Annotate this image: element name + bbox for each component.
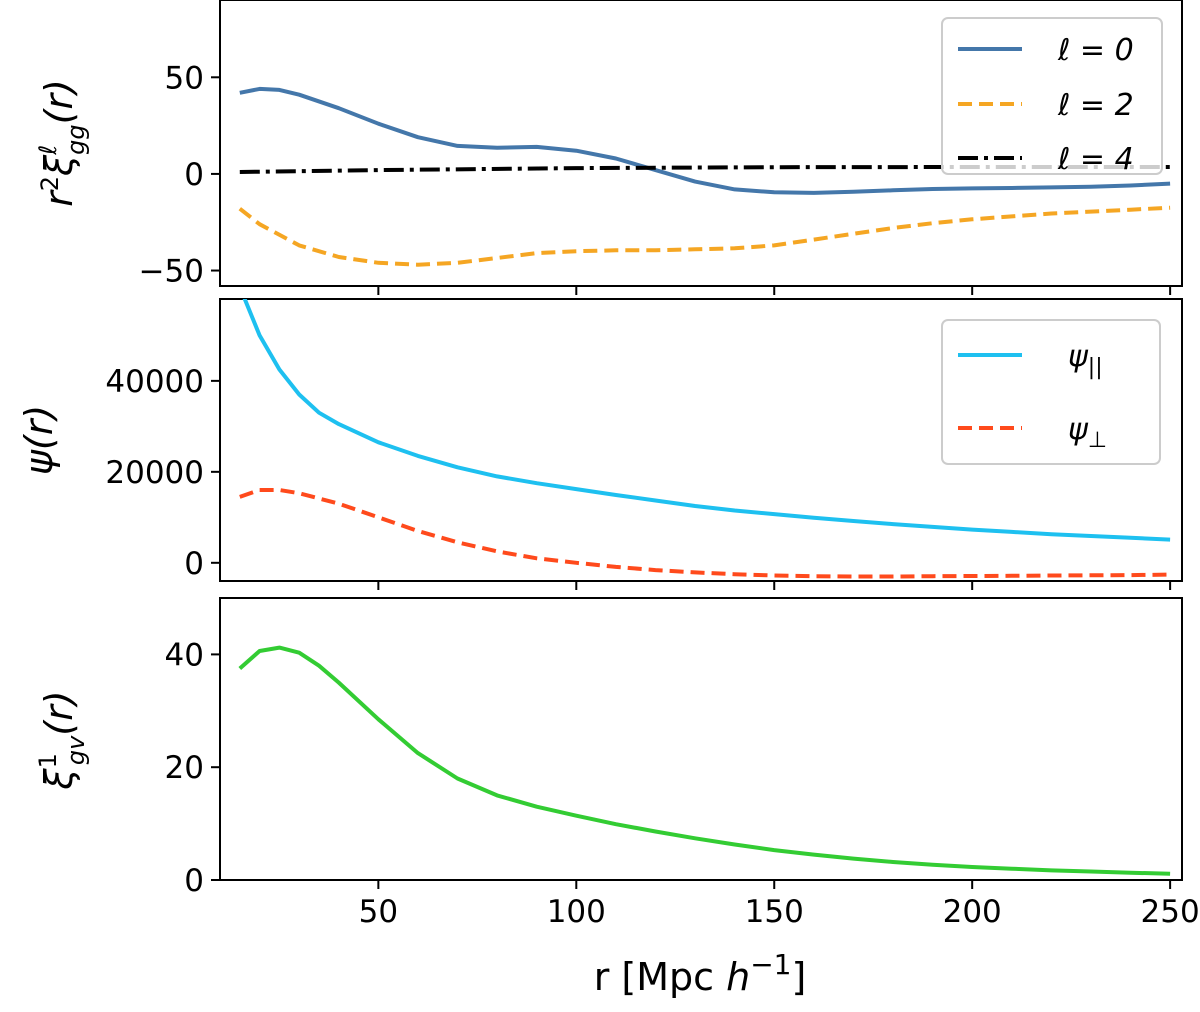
- top-legend-box: [941, 17, 1163, 175]
- top-ylabel-sub: gg: [62, 124, 90, 154]
- bottom-yticks: 0 20 40: [165, 637, 220, 899]
- panel-bottom: 0 20 40 50 100 150 200 250 ξ1gv(r) r [Mpc h−1]: [34, 597, 1200, 999]
- middle-series-1-line: [242, 299, 1171, 542]
- middle-ytick-label-20000: 20000: [105, 455, 204, 491]
- panel-bottom-frame: [219, 597, 1183, 881]
- middle-legend-box: [941, 319, 1161, 465]
- top-ylabel-xi: ξ: [37, 154, 81, 177]
- legend-psi-perp-sub: ⊥: [1088, 428, 1107, 453]
- top-ylabel: r2ξℓgg(r): [34, 79, 90, 207]
- bottom-ylabel-arg: (r): [37, 690, 81, 735]
- legend-psi-par-sub: ||: [1088, 355, 1103, 380]
- top-series-1-line: [239, 86, 1171, 195]
- middle-series-group: [239, 299, 1171, 579]
- xtick-label-200: 200: [943, 894, 1002, 930]
- x-axis-label-close: ]: [791, 955, 806, 999]
- legend-label-l0: ℓ = 0: [1057, 33, 1134, 68]
- xtick-label-50: 50: [359, 894, 398, 930]
- xtick-label-100: 100: [547, 894, 606, 930]
- bottom-ylabel-sub: gv: [62, 735, 90, 765]
- middle-ylabel: ψ(r): [17, 405, 61, 475]
- legend-label-psi-perp: ψ⊥: [1068, 412, 1107, 453]
- top-ytick-label-50: 50: [165, 60, 204, 96]
- middle-xticks: [377, 581, 1172, 590]
- xtick-label-150: 150: [745, 894, 804, 930]
- bottom-ylabel-sup: 1: [34, 753, 62, 768]
- panel-top-frame: [219, 0, 1183, 287]
- x-axis-label-main: r [Mpc: [594, 955, 726, 999]
- middle-series-2-line: [239, 488, 1171, 579]
- x-axis-label-sup: −1: [750, 948, 791, 981]
- legend-label-psi-par: ψ||: [1068, 339, 1103, 380]
- bottom-ylabel-xi: ξ: [37, 768, 81, 791]
- legend-label-l4: ℓ = 4: [1057, 142, 1134, 177]
- legend-psi-perp-symbol: ψ: [1068, 412, 1089, 447]
- bottom-ylabel: ξ1gv(r): [34, 690, 90, 790]
- x-axis-label-h: h: [726, 955, 750, 999]
- panel-middle-frame: [219, 298, 1183, 582]
- middle-legend: ψ|| ψ⊥: [941, 319, 1161, 465]
- xtick-label-250: 250: [1141, 894, 1200, 930]
- middle-ytick-label-0: 0: [184, 546, 204, 582]
- bottom-ytick-label-20: 20: [165, 750, 204, 786]
- top-ylabel-arg: (r): [37, 79, 81, 124]
- bottom-xticks: 50 100 150 200 250: [359, 880, 1200, 930]
- top-xticks: [377, 286, 1172, 295]
- panel-top: −50 0 50 ℓ = 0 ℓ = 2 ℓ = 4 r2ξℓgg(r): [34, 0, 1183, 295]
- middle-ytick-label-40000: 40000: [105, 364, 204, 400]
- bottom-ytick-label-40: 40: [165, 637, 204, 673]
- top-ylabel-sup: ℓ: [34, 145, 62, 156]
- middle-yticks: 0 20000 40000: [105, 364, 220, 582]
- top-ylabel-sup2: 2: [36, 176, 64, 191]
- legend-psi-par-symbol: ψ: [1068, 339, 1089, 374]
- top-ylabel-r: r: [37, 189, 81, 207]
- bottom-ytick-label-0: 0: [184, 863, 204, 899]
- top-ytick-label-50: −50: [139, 254, 204, 290]
- top-series-2-line: [238, 205, 1171, 267]
- bottom-series-1-line: [238, 645, 1171, 876]
- top-yticks: −50 0 50: [139, 60, 220, 290]
- legend-label-l2: ℓ = 2: [1057, 88, 1134, 123]
- x-axis-label: r [Mpc h−1]: [594, 948, 807, 999]
- top-ytick-label-0: 0: [184, 157, 204, 193]
- top-legend: ℓ = 0 ℓ = 2 ℓ = 4: [941, 17, 1163, 177]
- bottom-series-group: [238, 645, 1171, 876]
